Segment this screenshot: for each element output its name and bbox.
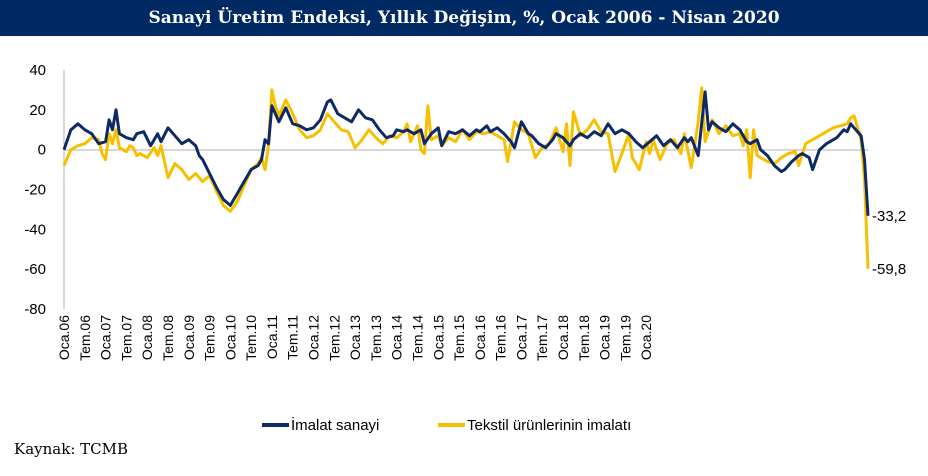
x-tick-label: Tem.11 <box>285 315 301 360</box>
legend: İmalat sanayi Tekstil ürünlerinin imalatı <box>262 416 631 434</box>
y-tick-label: 40 <box>29 62 46 79</box>
x-tick-label: Tem.19 <box>617 315 633 361</box>
y-tick-labels: 40 20 0 -20 -40 -60 -80 <box>24 62 46 318</box>
x-tick-label: Oca.15 <box>430 315 446 360</box>
x-tick-label: Oca.06 <box>56 315 72 360</box>
x-tick-label: Tem.16 <box>493 315 509 361</box>
y-tick-label: -40 <box>24 221 46 238</box>
end-value-label: -59,8 <box>872 261 906 278</box>
y-tick-label: -80 <box>24 301 46 318</box>
series-lines <box>62 86 870 269</box>
x-tick-label: Tem.12 <box>326 315 342 361</box>
x-tick-label: Tem.07 <box>118 315 134 361</box>
x-tick-label: Tem.13 <box>368 315 384 361</box>
x-tick-label: Oca.20 <box>638 315 654 360</box>
x-tick-label: Oca.09 <box>181 315 197 360</box>
x-tick-label: Oca.13 <box>347 315 363 360</box>
x-tick-label: Tem.14 <box>409 315 425 361</box>
x-tick-label: Oca.18 <box>555 315 571 360</box>
end-value-labels: -33,2 -59,8 <box>872 208 906 278</box>
end-value-label: -33,2 <box>872 208 906 225</box>
legend-label: İmalat sanayi <box>291 416 379 434</box>
x-tick-label: Oca.11 <box>264 315 280 359</box>
x-tick-label: Tem.15 <box>451 315 467 361</box>
y-tick-label: -20 <box>24 182 46 199</box>
x-tick-label: Tem.09 <box>202 315 218 361</box>
x-tick-label: Tem.10 <box>243 315 259 361</box>
x-tick-label: Oca.14 <box>389 315 405 360</box>
x-tick-label: Tem.08 <box>160 315 176 361</box>
series-line-tekstil <box>62 86 870 269</box>
series-line-imalat-sanayi <box>62 90 870 216</box>
y-tick-label: 0 <box>38 142 46 159</box>
y-tick-label: -60 <box>24 261 46 278</box>
x-tick-label: Oca.10 <box>222 315 238 360</box>
x-tick-label: Tem.17 <box>534 315 550 361</box>
x-tick-label: Oca.17 <box>513 315 529 360</box>
x-tick-labels: Oca.06 Tem.06 Oca.07 Tem.07 Oca.08 Tem.08 Oca.… <box>56 315 654 361</box>
x-tick-label: Oca.19 <box>597 315 613 360</box>
x-tick-label: Oca.07 <box>98 315 114 360</box>
chart-title-bar: Sanayi Üretim Endeksi, Yıllık Değişim, %… <box>0 0 928 36</box>
x-tick-label: Tem.06 <box>77 315 93 361</box>
x-tick-label: Oca.08 <box>139 315 155 360</box>
x-tick-label: Tem.18 <box>576 315 592 361</box>
legend-label: Tekstil ürünlerinin imalatı <box>467 417 631 434</box>
source-note: Kaynak: TCMB <box>14 440 129 458</box>
chart-title: Sanayi Üretim Endeksi, Yıllık Değişim, %… <box>148 8 780 28</box>
x-tick-label: Oca.12 <box>306 315 322 360</box>
x-tick-label: Oca.16 <box>472 315 488 360</box>
y-tick-label: 20 <box>29 102 46 119</box>
